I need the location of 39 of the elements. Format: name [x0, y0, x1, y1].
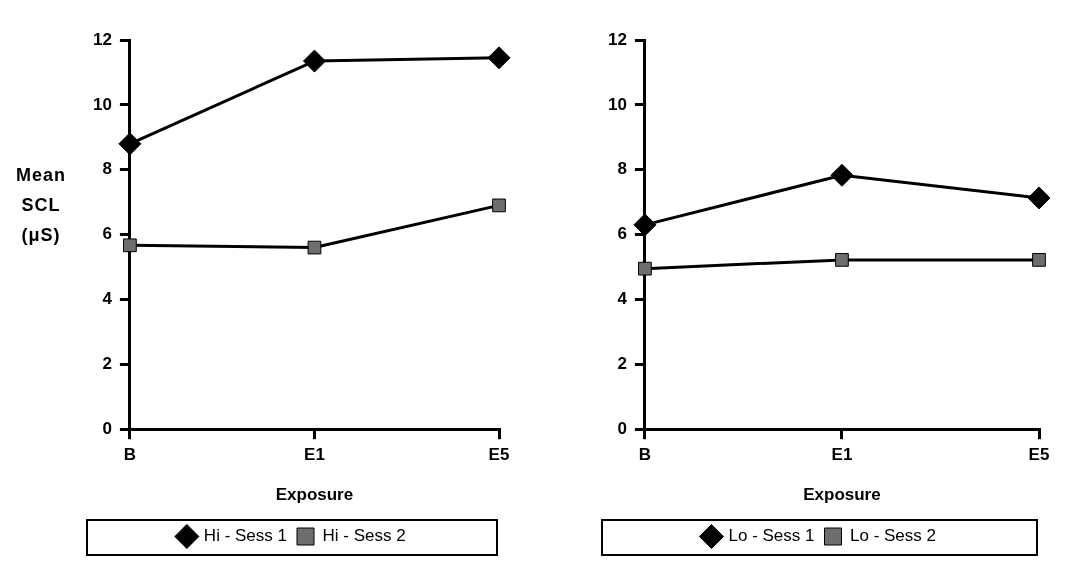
point: [487, 46, 511, 70]
point: [829, 163, 853, 187]
point: [123, 238, 137, 253]
legend-label: Lo - Sess 2: [849, 526, 936, 546]
x-tick-label: B: [123, 445, 137, 465]
point: [307, 240, 322, 255]
y-tick-label: 2: [102, 354, 112, 374]
x-tick-label: E5: [488, 445, 510, 465]
y-axis-title: Mean SCL (μS): [15, 164, 67, 247]
x-axis-title: Exposure: [275, 485, 354, 505]
y-tick-label: 10: [92, 94, 112, 114]
point: [632, 213, 656, 237]
y-tick-label: 0: [102, 418, 112, 438]
x-axis-title: Exposure: [802, 485, 881, 505]
legend-label: Lo - Sess 1: [728, 526, 815, 546]
y-tick-label: 12: [607, 29, 627, 49]
y-tick-label: 10: [607, 94, 627, 114]
point: [118, 132, 142, 156]
point: [834, 253, 849, 267]
point: [1027, 186, 1050, 210]
point: [302, 49, 326, 73]
y-tick-label: 8: [102, 159, 112, 179]
y-tick-label: 6: [102, 224, 112, 244]
point: [637, 261, 652, 276]
legend-label: Hi - Sess 1: [203, 526, 288, 546]
y-tick-label: 0: [616, 418, 627, 438]
x-tick-label: E1: [304, 445, 325, 465]
x-tick-label: B: [638, 445, 651, 465]
y-tick-label: 12: [92, 29, 112, 49]
legend-label: Hi - Sess 2: [322, 526, 406, 546]
y-tick-label: 4: [616, 289, 627, 309]
point: [492, 198, 506, 213]
x-tick-label: E5: [1028, 445, 1049, 465]
x-tick-label: E1: [831, 445, 852, 465]
point: [1031, 253, 1046, 267]
y-tick-label: 2: [616, 354, 627, 374]
y-tick-label: 6: [616, 224, 627, 244]
y-tick-label: 4: [102, 289, 113, 309]
y-tick-label: 8: [616, 159, 627, 179]
